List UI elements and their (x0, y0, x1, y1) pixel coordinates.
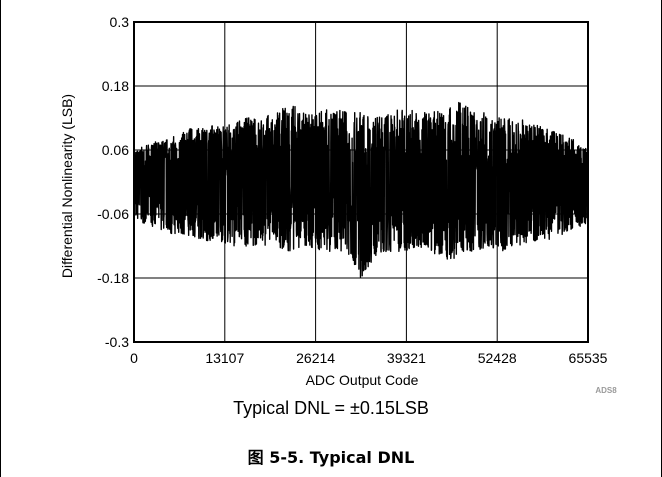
y-tick-label: 0.3 (110, 14, 130, 30)
dnl-chart: 0.3 0.18 0.06 -0.06 -0.18 -0.3 0 13107 26214 393… (59, 14, 617, 395)
figure-title: 图 5-5. Typical DNL (247, 448, 415, 467)
y-tick-label: -0.06 (97, 206, 129, 222)
x-axis-ticks: 0 13107 26214 39321 52428 65535 (130, 350, 608, 366)
plot-area-border (133, 21, 589, 343)
x-tick-label: 13107 (205, 350, 244, 366)
chart-caption: Typical DNL = ±0.15LSB (233, 398, 429, 418)
dnl-trace (133, 101, 589, 278)
frame-left-border (0, 0, 1, 477)
x-tick-label: 39321 (387, 350, 426, 366)
y-tick-label: -0.3 (105, 334, 129, 350)
watermark-code: ADS8 (595, 386, 617, 395)
x-tick-label: 26214 (296, 350, 335, 366)
x-tick-label: 52428 (478, 350, 517, 366)
dnl-series (133, 101, 589, 278)
x-tick-label: 0 (130, 350, 138, 366)
y-tick-label: 0.06 (102, 142, 129, 158)
x-axis-title: ADC Output Code (306, 372, 419, 388)
plot-border (133, 21, 589, 343)
y-tick-label: -0.18 (97, 270, 129, 286)
x-tick-label: 65535 (569, 350, 608, 366)
y-tick-label: 0.18 (102, 78, 129, 94)
y-axis-ticks: 0.3 0.18 0.06 -0.06 -0.18 -0.3 (97, 14, 129, 350)
y-axis-title: Differential Nonlinearity (LSB) (59, 94, 75, 278)
